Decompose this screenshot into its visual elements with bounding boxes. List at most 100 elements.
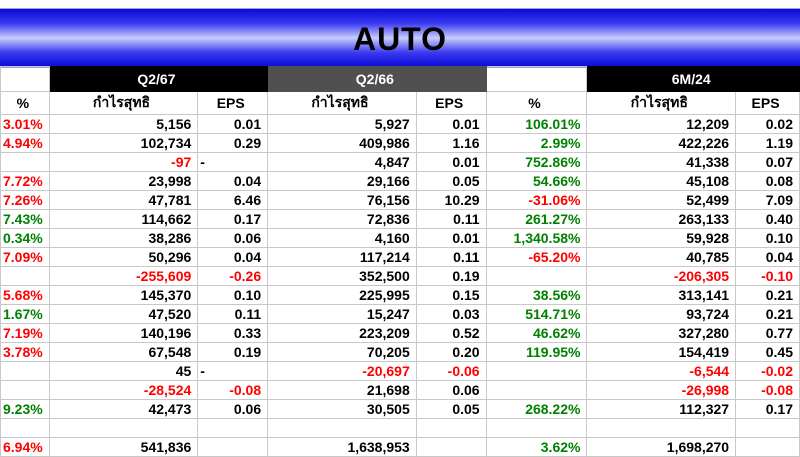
cell-m624-profit[interactable]: 45,108 — [586, 171, 737, 191]
cell-q266-profit[interactable]: 1,638,953 — [267, 437, 417, 457]
cell-q267-eps[interactable]: -0.26 — [197, 266, 269, 286]
header-q266-eps[interactable]: EPS — [415, 91, 487, 115]
cell-q267-profit[interactable] — [48, 418, 199, 438]
cell-m624-eps[interactable]: 0.21 — [735, 304, 800, 324]
cell-q267-eps[interactable]: 0.06 — [197, 399, 269, 419]
cell-q266-eps[interactable]: 0.03 — [415, 304, 487, 324]
cell-q267-profit[interactable]: 50,296 — [48, 247, 199, 267]
cell-pct[interactable]: -65.20% — [485, 247, 588, 267]
cell-q267-eps[interactable]: 0.04 — [197, 171, 269, 191]
cell-pct[interactable] — [485, 418, 588, 438]
cell-q266-eps[interactable]: 0.11 — [415, 247, 487, 267]
cell-m624-eps[interactable]: 0.04 — [735, 247, 800, 267]
cell-q266-profit[interactable]: -20,697 — [267, 361, 417, 381]
cell-q267-eps[interactable]: 0.33 — [197, 323, 269, 343]
cell-pct-prev[interactable] — [0, 266, 50, 286]
cell-m624-profit[interactable]: 1,698,270 — [586, 437, 737, 457]
cell-pct-prev[interactable]: 9.23% — [0, 399, 50, 419]
cell-pct-prev[interactable] — [0, 152, 50, 172]
cell-q266-eps[interactable]: -0.06 — [415, 361, 487, 381]
cell-m624-profit[interactable]: 154,419 — [586, 342, 737, 362]
cell-m624-eps[interactable]: -0.08 — [735, 380, 800, 400]
cell-q266-eps[interactable]: 0.52 — [415, 323, 487, 343]
cell-pct[interactable]: 514.71% — [485, 304, 588, 324]
cell-q266-profit[interactable]: 225,995 — [267, 285, 417, 305]
cell-q267-profit[interactable]: -97 — [48, 152, 199, 172]
cell-m624-profit[interactable]: 422,226 — [586, 133, 737, 153]
cell-m624-profit[interactable]: -6,544 — [586, 361, 737, 381]
cell-m624-eps[interactable]: 0.40 — [735, 209, 800, 229]
cell-q267-profit[interactable]: 5,156 — [48, 114, 199, 134]
header-q267-eps[interactable]: EPS — [197, 91, 269, 115]
cell-pct-prev[interactable]: 0.34% — [0, 228, 50, 248]
cell-pct[interactable]: 2.99% — [485, 133, 588, 153]
cell-pct-prev[interactable]: 5.68% — [0, 285, 50, 305]
cell-m624-eps[interactable]: -0.02 — [735, 361, 800, 381]
cell-q267-profit[interactable]: 23,998 — [48, 171, 199, 191]
cell-q266-eps[interactable]: 0.11 — [415, 209, 487, 229]
cell-pct[interactable]: 106.01% — [485, 114, 588, 134]
cell-q267-profit[interactable]: 102,734 — [48, 133, 199, 153]
cell-q266-profit[interactable]: 4,847 — [267, 152, 417, 172]
cell-q267-eps[interactable]: 0.10 — [197, 285, 269, 305]
cell-pct-prev[interactable]: 7.43% — [0, 209, 50, 229]
header-pct-prev[interactable]: % — [0, 91, 50, 115]
cell-q266-profit[interactable]: 409,986 — [267, 133, 417, 153]
cell-pct[interactable]: 1,340.58% — [485, 228, 588, 248]
cell-q267-profit[interactable]: 145,370 — [48, 285, 199, 305]
cell-q267-profit[interactable]: 114,662 — [48, 209, 199, 229]
cell-q267-profit[interactable]: -28,524 — [48, 380, 199, 400]
cell-m624-profit[interactable]: 112,327 — [586, 399, 737, 419]
cell-pct[interactable] — [485, 266, 588, 286]
cell-q267-eps[interactable]: - — [197, 361, 269, 381]
period-q267[interactable]: Q2/67 — [48, 66, 269, 92]
cell-pct[interactable]: 119.95% — [485, 342, 588, 362]
cell-q267-profit[interactable]: 45 — [48, 361, 199, 381]
cell-pct[interactable]: 752.86% — [485, 152, 588, 172]
cell-pct[interactable]: 54.66% — [485, 171, 588, 191]
cell-pct-prev[interactable]: 7.09% — [0, 247, 50, 267]
cell-q266-profit[interactable]: 5,927 — [267, 114, 417, 134]
cell-q267-profit[interactable]: 47,781 — [48, 190, 199, 210]
cell-pct-prev[interactable]: 4.94% — [0, 133, 50, 153]
cell-m624-profit[interactable]: -206,305 — [586, 266, 737, 286]
cell-m624-profit[interactable]: 41,338 — [586, 152, 737, 172]
cell-pct[interactable]: -31.06% — [485, 190, 588, 210]
cell-q267-eps[interactable]: -0.08 — [197, 380, 269, 400]
cell-q267-profit[interactable]: 140,196 — [48, 323, 199, 343]
header-pct[interactable]: % — [485, 91, 588, 115]
cell-q266-eps[interactable]: 0.05 — [415, 399, 487, 419]
cell-q266-profit[interactable]: 30,505 — [267, 399, 417, 419]
cell-q266-eps[interactable]: 10.29 — [415, 190, 487, 210]
empty-cell[interactable] — [485, 66, 588, 92]
cell-m624-eps[interactable] — [735, 418, 800, 438]
cell-m624-profit[interactable]: 93,724 — [586, 304, 737, 324]
cell-m624-profit[interactable]: 327,280 — [586, 323, 737, 343]
cell-q266-eps[interactable]: 0.01 — [415, 114, 487, 134]
cell-q267-eps[interactable]: 0.19 — [197, 342, 269, 362]
cell-m624-eps[interactable]: 0.07 — [735, 152, 800, 172]
cell-q266-eps[interactable]: 0.01 — [415, 228, 487, 248]
cell-q267-eps[interactable]: 0.17 — [197, 209, 269, 229]
cell-pct-prev[interactable] — [0, 380, 50, 400]
period-q266[interactable]: Q2/66 — [267, 66, 487, 92]
cell-q266-profit[interactable]: 29,166 — [267, 171, 417, 191]
cell-q267-eps[interactable] — [197, 437, 269, 457]
cell-pct[interactable]: 268.22% — [485, 399, 588, 419]
cell-pct-prev[interactable]: 6.94% — [0, 437, 50, 457]
cell-q266-profit[interactable]: 15,247 — [267, 304, 417, 324]
cell-m624-profit[interactable]: 40,785 — [586, 247, 737, 267]
cell-pct-prev[interactable]: 7.26% — [0, 190, 50, 210]
cell-m624-eps[interactable]: 0.21 — [735, 285, 800, 305]
cell-q266-profit[interactable]: 352,500 — [267, 266, 417, 286]
cell-q266-eps[interactable]: 0.01 — [415, 152, 487, 172]
empty-cell[interactable] — [0, 66, 50, 92]
cell-q266-profit[interactable]: 70,205 — [267, 342, 417, 362]
cell-q267-eps[interactable]: 0.04 — [197, 247, 269, 267]
cell-m624-eps[interactable]: 0.02 — [735, 114, 800, 134]
cell-pct-prev[interactable] — [0, 418, 50, 438]
cell-pct-prev[interactable]: 7.19% — [0, 323, 50, 343]
cell-m624-profit[interactable]: 263,133 — [586, 209, 737, 229]
cell-m624-eps[interactable]: -0.10 — [735, 266, 800, 286]
cell-m624-eps[interactable]: 1.19 — [735, 133, 800, 153]
